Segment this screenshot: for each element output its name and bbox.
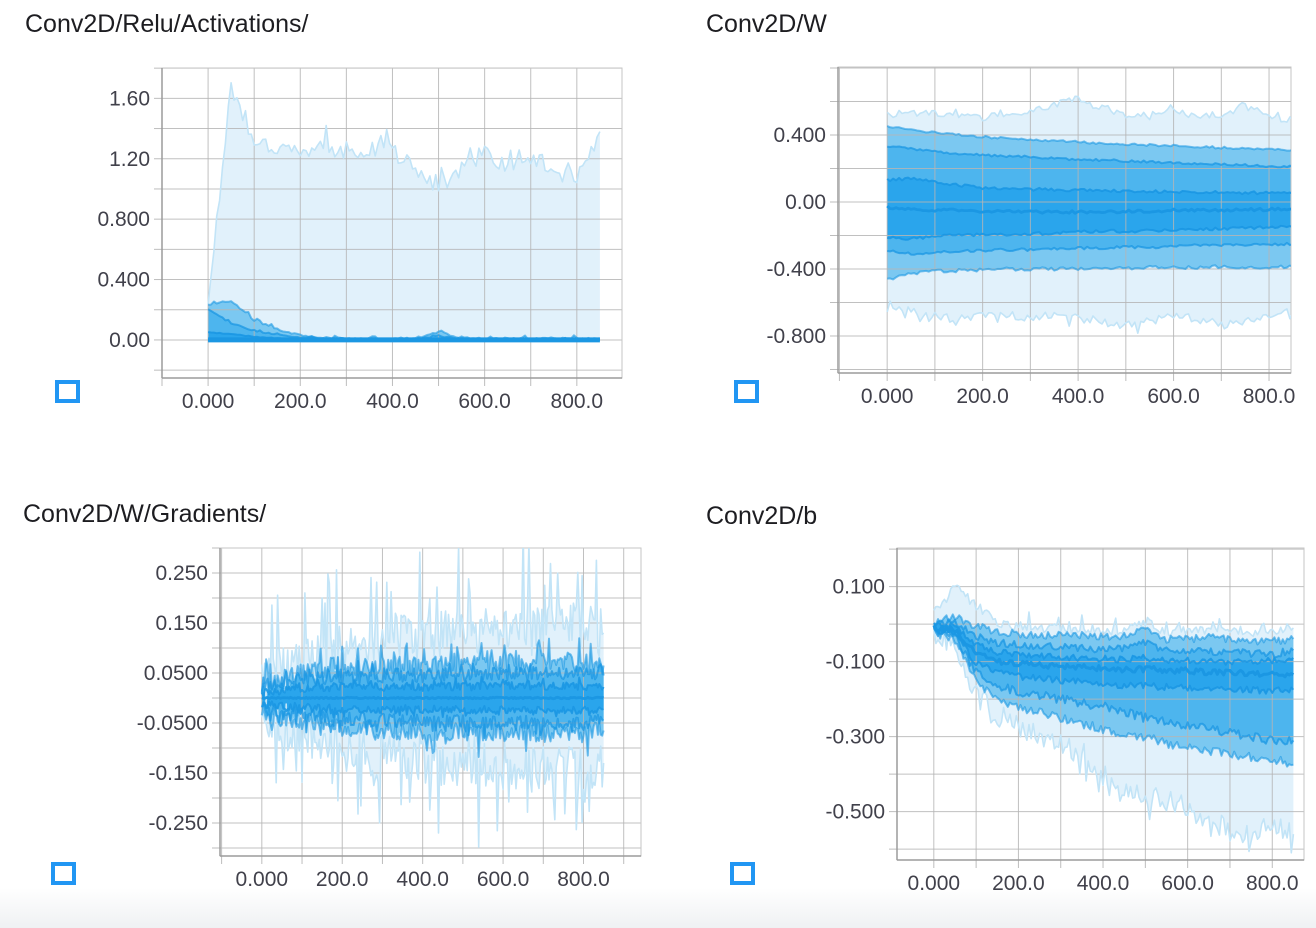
svg-text:0.400: 0.400 (97, 269, 150, 292)
svg-text:-0.500: -0.500 (825, 801, 885, 824)
svg-text:600.0: 600.0 (458, 390, 511, 413)
svg-text:800.0: 800.0 (551, 390, 604, 413)
svg-text:0.0500: 0.0500 (144, 662, 208, 685)
distribution-plot[interactable]: 0.000 200.0 400.0 600.0 800.0 0.00 0.400 0.800 1… (0, 0, 658, 464)
footer-strip (0, 888, 1316, 928)
svg-text:1.60: 1.60 (109, 87, 150, 110)
svg-text:0.000: 0.000 (908, 872, 961, 895)
svg-text:400.0: 400.0 (1077, 872, 1130, 895)
chart-title: Conv2D/b (706, 502, 818, 530)
fullscreen-icon-corner (63, 862, 76, 874)
fullscreen-icon-corner (51, 873, 64, 885)
svg-text:600.0: 600.0 (477, 868, 530, 891)
chart-card-conv2d-w-gradients: 0.000 200.0 400.0 600.0 800.0 0.250 0.150 0.050… (0, 464, 658, 928)
svg-text:1.20: 1.20 (109, 148, 150, 171)
distribution-plot[interactable]: 0.000 200.0 400.0 600.0 800.0 0.400 0.00 -0.400… (658, 0, 1316, 464)
svg-text:0.800: 0.800 (97, 208, 150, 231)
fullscreen-icon-corner (55, 380, 68, 392)
fullscreen-icon (734, 380, 759, 403)
svg-text:0.00: 0.00 (785, 191, 826, 214)
svg-text:200.0: 200.0 (316, 868, 369, 891)
fullscreen-icon-corner (63, 873, 76, 885)
svg-text:800.0: 800.0 (1243, 385, 1296, 408)
chart-card-conv2d-relu-activations: 0.000 200.0 400.0 600.0 800.0 0.00 0.400 0.800 1… (0, 0, 658, 464)
chart-title: Conv2D/W (706, 10, 827, 38)
svg-text:-0.0500: -0.0500 (137, 712, 208, 735)
fullscreen-icon-corner (742, 862, 755, 874)
chart-title: Conv2D/Relu/Activations/ (25, 10, 309, 38)
svg-text:0.00: 0.00 (109, 329, 150, 352)
svg-text:0.000: 0.000 (236, 868, 289, 891)
chart-card-conv2d-w: 0.000 200.0 400.0 600.0 800.0 0.400 0.00 -0.400… (658, 0, 1316, 464)
fullscreen-icon (51, 862, 76, 885)
svg-text:0.100: 0.100 (832, 576, 885, 599)
distribution-plot[interactable]: 0.000 200.0 400.0 600.0 800.0 0.250 0.150 0.050… (0, 464, 658, 928)
expand-chart-button[interactable] (51, 862, 76, 885)
fullscreen-icon-corner (746, 391, 759, 403)
svg-text:-0.300: -0.300 (825, 726, 885, 749)
fullscreen-icon-corner (730, 873, 743, 885)
svg-text:800.0: 800.0 (557, 868, 610, 891)
svg-text:0.400: 0.400 (773, 124, 826, 147)
svg-text:0.250: 0.250 (155, 562, 208, 585)
distribution-plot[interactable]: 0.000 200.0 400.0 600.0 800.0 0.100 -0.100 -0.3… (658, 464, 1316, 928)
fullscreen-icon-corner (742, 873, 755, 885)
svg-text:200.0: 200.0 (956, 385, 1009, 408)
fullscreen-icon-corner (67, 391, 80, 403)
svg-text:-0.100: -0.100 (825, 651, 885, 674)
svg-text:-0.150: -0.150 (148, 762, 208, 785)
svg-text:200.0: 200.0 (274, 390, 327, 413)
fullscreen-icon (730, 862, 755, 885)
svg-text:800.0: 800.0 (1246, 872, 1299, 895)
chart-title: Conv2D/W/Gradients/ (23, 500, 267, 528)
fullscreen-icon-corner (51, 862, 64, 874)
svg-text:0.000: 0.000 (861, 385, 914, 408)
svg-text:-0.400: -0.400 (766, 258, 826, 281)
fullscreen-icon-corner (734, 391, 747, 403)
fullscreen-icon (55, 380, 80, 403)
svg-text:200.0: 200.0 (992, 872, 1045, 895)
fullscreen-icon-corner (734, 380, 747, 392)
chart-card-conv2d-b: 0.000 200.0 400.0 600.0 800.0 0.100 -0.100 -0.3… (658, 464, 1316, 928)
svg-text:600.0: 600.0 (1161, 872, 1214, 895)
svg-text:-0.800: -0.800 (766, 325, 826, 348)
svg-text:600.0: 600.0 (1147, 385, 1200, 408)
expand-chart-button[interactable] (734, 380, 759, 403)
svg-text:0.000: 0.000 (182, 390, 235, 413)
fullscreen-icon-corner (67, 380, 80, 392)
svg-text:-0.250: -0.250 (148, 812, 208, 835)
svg-text:400.0: 400.0 (1052, 385, 1105, 408)
fullscreen-icon-corner (730, 862, 743, 874)
svg-text:400.0: 400.0 (366, 390, 419, 413)
expand-chart-button[interactable] (730, 862, 755, 885)
svg-text:400.0: 400.0 (396, 868, 449, 891)
expand-chart-button[interactable] (55, 380, 80, 403)
fullscreen-icon-corner (55, 391, 68, 403)
svg-text:0.150: 0.150 (155, 612, 208, 635)
fullscreen-icon-corner (746, 380, 759, 392)
